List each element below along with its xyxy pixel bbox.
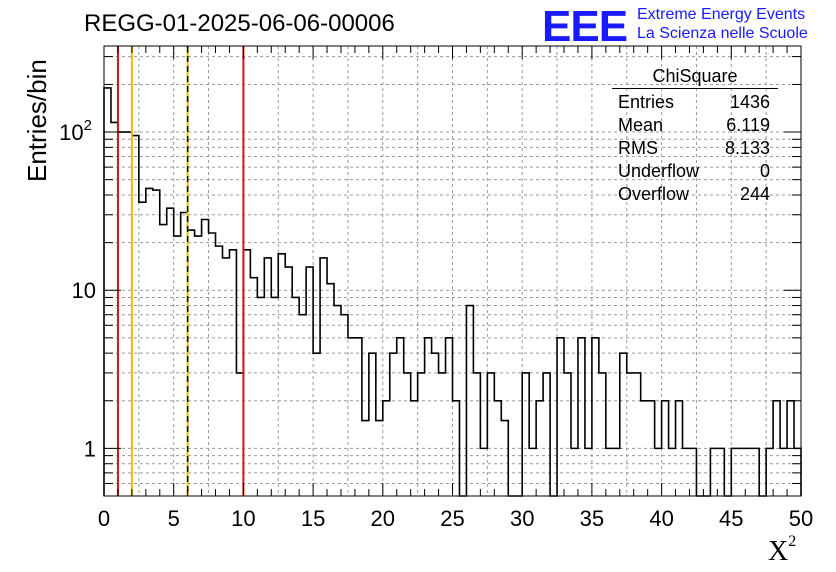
histogram-bar: [132, 136, 139, 496]
histogram-bar: [306, 267, 313, 496]
histogram-bar: [104, 88, 111, 496]
histogram-bar: [446, 338, 453, 496]
histogram-bar: [404, 373, 411, 496]
histogram-bar: [167, 208, 174, 496]
eee-logo: EEE: [542, 2, 628, 51]
histogram-bar: [627, 373, 634, 496]
histogram-bar: [425, 338, 432, 496]
axis-tick-labels: 0 5 10 15 20 25 30 35 40 45 50 1 10 102: [59, 117, 813, 531]
stats-row-underflow: Underflow 0: [612, 160, 778, 183]
histogram-bar: [599, 373, 606, 496]
stats-row-mean: Mean 6.119: [612, 114, 778, 137]
logo-line-1: Extreme Energy Events: [637, 6, 806, 23]
histogram-bar: [313, 353, 320, 496]
stats-label: RMS: [618, 138, 658, 158]
histogram-bar: [439, 373, 446, 496]
x-tick-label: 45: [719, 506, 743, 531]
stats-label: Overflow: [618, 184, 690, 204]
histogram-bar: [257, 297, 264, 496]
x-axis-label-symbol: X: [768, 536, 789, 567]
stats-label: Mean: [618, 115, 664, 135]
histogram-bar: [209, 233, 216, 496]
histogram-bars: [103, 87, 802, 497]
y-tick-label: 10: [72, 278, 96, 303]
histogram-bar: [181, 213, 188, 496]
histogram-bar: [369, 353, 376, 496]
histogram-bar: [592, 338, 599, 496]
histogram-bar: [146, 188, 153, 496]
x-axis-label-exponent: 2: [788, 532, 797, 550]
logo-line-2: La Scienza nelle Scuole: [637, 25, 808, 42]
histogram-bar: [557, 338, 564, 496]
x-tick-label: 50: [789, 506, 813, 531]
x-tick-label: 25: [440, 506, 464, 531]
histogram-bar: [397, 338, 404, 496]
histogram-bar: [299, 315, 306, 496]
x-tick-label: 40: [649, 506, 673, 531]
stats-label: Underflow: [618, 161, 700, 181]
x-tick-label: 10: [231, 506, 255, 531]
histogram-bar: [195, 236, 202, 496]
x-tick-label: 30: [510, 506, 534, 531]
x-tick-label: 15: [301, 506, 325, 531]
y-axis-label: Entries/bin: [22, 59, 52, 182]
histogram-bar: [285, 267, 292, 496]
histogram-bar: [125, 132, 132, 496]
histogram-bar: [236, 373, 243, 496]
histogram-bar: [376, 421, 383, 496]
stats-value: 6.119: [726, 115, 770, 135]
histogram-bar: [174, 236, 181, 496]
stats-value: 8.133: [724, 138, 770, 158]
histogram-bar: [390, 353, 397, 496]
x-tick-label: 5: [168, 506, 180, 531]
y-tick-label: 1: [84, 436, 96, 461]
histogram-bar: [578, 338, 585, 496]
stats-row-overflow: Overflow 244: [612, 183, 778, 206]
x-tick-label: 35: [580, 506, 604, 531]
histogram-bar: [348, 338, 355, 496]
histogram-bar: [634, 373, 641, 496]
y-tick-label: 102: [59, 117, 92, 145]
histogram-bar: [222, 258, 229, 496]
x-axis-label: X2: [768, 532, 797, 568]
x-tick-label: 20: [371, 506, 395, 531]
histogram-bar: [501, 421, 508, 496]
stats-title: ChiSquare: [612, 66, 778, 89]
histogram-bar: [543, 373, 550, 496]
stats-box: ChiSquare Entries 1436 Mean 6.119 RMS 8.133…: [612, 66, 778, 206]
histogram-bar: [362, 421, 369, 496]
histogram-bar: [118, 132, 125, 496]
histogram-bar: [292, 297, 299, 496]
stats-value: 1436: [729, 92, 770, 112]
x-tick-label: 0: [98, 506, 110, 531]
stats-row-entries: Entries 1436: [612, 91, 778, 114]
histogram-bar: [473, 373, 480, 496]
stats-value: 0: [759, 161, 770, 181]
chart-title: REGG-01-2025-06-06-00006: [84, 10, 395, 37]
histogram-bar: [432, 353, 439, 496]
stats-row-rms: RMS 8.133: [612, 137, 778, 160]
marker-lines: [116, 46, 245, 496]
stats-label: Entries: [618, 92, 675, 112]
histogram-bar: [620, 353, 627, 496]
axis-ticks: [103, 46, 802, 496]
histogram-bar: [139, 202, 146, 496]
histogram-bar: [153, 190, 160, 496]
histogram-bar: [564, 373, 571, 496]
histogram-bar: [202, 219, 209, 496]
histogram-bar: [264, 258, 271, 496]
histogram-bar: [418, 373, 425, 496]
histogram-bar: [355, 338, 362, 496]
histogram-bar: [216, 246, 223, 496]
histogram-bar: [522, 373, 529, 496]
histogram-bar: [487, 373, 494, 496]
histogram-bar: [111, 122, 118, 496]
histogram-bar: [320, 258, 327, 496]
stats-value: 244: [739, 184, 770, 204]
histogram-bar: [271, 297, 278, 496]
histogram-outline: [103, 87, 802, 497]
histogram-bar: [341, 315, 348, 496]
